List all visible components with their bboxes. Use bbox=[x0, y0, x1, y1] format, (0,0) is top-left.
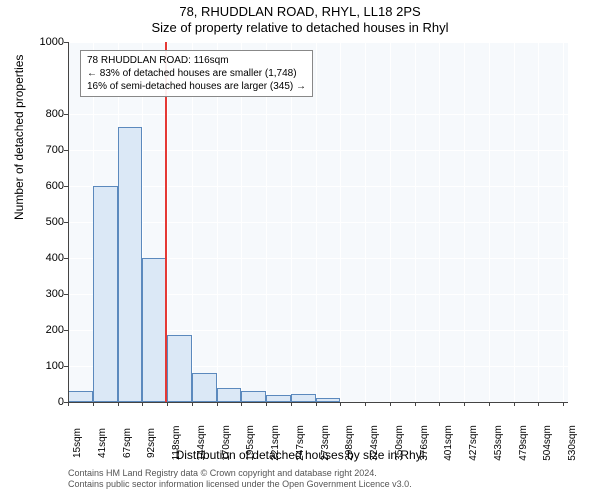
x-tick-mark bbox=[390, 402, 391, 406]
y-tick-label: 600 bbox=[34, 180, 64, 192]
attribution: Contains HM Land Registry data © Crown c… bbox=[68, 468, 412, 491]
x-tick-mark bbox=[489, 402, 490, 406]
y-tick-mark bbox=[64, 366, 68, 367]
y-tick-label: 400 bbox=[34, 252, 64, 264]
y-tick-mark bbox=[64, 330, 68, 331]
x-tick-label: 67sqm bbox=[122, 428, 133, 458]
x-tick-label: 504sqm bbox=[542, 425, 553, 461]
histogram-bar bbox=[68, 391, 93, 402]
x-tick-label: 298sqm bbox=[344, 425, 355, 461]
y-axis-label: Number of detached properties bbox=[12, 55, 26, 220]
x-tick-mark bbox=[365, 402, 366, 406]
x-tick-label: 118sqm bbox=[171, 426, 182, 461]
x-tick-label: 427sqm bbox=[468, 425, 479, 461]
x-tick-mark bbox=[142, 402, 143, 406]
x-tick-mark bbox=[266, 402, 267, 406]
x-tick-label: 273sqm bbox=[320, 425, 331, 461]
x-tick-label: 221sqm bbox=[270, 425, 281, 461]
x-tick-label: 170sqm bbox=[221, 425, 232, 461]
y-tick-mark bbox=[64, 186, 68, 187]
y-axis-line bbox=[68, 42, 69, 402]
x-tick-label: 479sqm bbox=[518, 425, 529, 461]
histogram-bar bbox=[192, 373, 217, 402]
x-tick-label: 453sqm bbox=[493, 425, 504, 461]
x-tick-label: 324sqm bbox=[369, 425, 380, 461]
annotation-line: 16% of semi-detached houses are larger (… bbox=[87, 80, 306, 93]
histogram-bar bbox=[291, 394, 316, 402]
x-tick-mark bbox=[514, 402, 515, 406]
attribution-line1: Contains HM Land Registry data © Crown c… bbox=[68, 468, 412, 479]
histogram-bar bbox=[142, 258, 167, 402]
grid-line-h bbox=[68, 114, 568, 115]
x-tick-label: 15sqm bbox=[72, 428, 83, 458]
plot-area: 78 RHUDDLAN ROAD: 116sqm← 83% of detache… bbox=[68, 42, 568, 402]
y-tick-mark bbox=[64, 42, 68, 43]
x-tick-mark bbox=[241, 402, 242, 406]
title-main: 78, RHUDDLAN ROAD, RHYL, LL18 2PS bbox=[0, 0, 600, 19]
y-tick-label: 700 bbox=[34, 144, 64, 156]
x-tick-label: 530sqm bbox=[567, 425, 578, 461]
x-tick-mark bbox=[291, 402, 292, 406]
histogram-bar bbox=[167, 335, 192, 402]
x-tick-mark bbox=[415, 402, 416, 406]
x-tick-label: 41sqm bbox=[97, 428, 108, 458]
x-tick-mark bbox=[439, 402, 440, 406]
y-tick-label: 800 bbox=[34, 108, 64, 120]
x-tick-mark bbox=[464, 402, 465, 406]
y-tick-mark bbox=[64, 294, 68, 295]
chart-container: 78, RHUDDLAN ROAD, RHYL, LL18 2PS Size o… bbox=[0, 0, 600, 500]
y-tick-label: 500 bbox=[34, 216, 64, 228]
grid-line-h bbox=[68, 42, 568, 43]
grid-line-h bbox=[68, 150, 568, 151]
histogram-bar bbox=[241, 391, 266, 402]
x-tick-mark bbox=[93, 402, 94, 406]
x-tick-mark bbox=[340, 402, 341, 406]
histogram-bar bbox=[93, 186, 118, 402]
annotation-line: ← 83% of detached houses are smaller (1,… bbox=[87, 67, 306, 80]
y-tick-label: 300 bbox=[34, 288, 64, 300]
histogram-bar bbox=[266, 395, 291, 402]
x-tick-mark bbox=[167, 402, 168, 406]
y-tick-mark bbox=[64, 114, 68, 115]
grid-line-h bbox=[68, 186, 568, 187]
y-tick-mark bbox=[64, 258, 68, 259]
y-tick-mark bbox=[64, 222, 68, 223]
x-tick-label: 195sqm bbox=[245, 425, 256, 461]
histogram-bar bbox=[118, 127, 142, 402]
y-tick-label: 0 bbox=[34, 396, 64, 408]
y-tick-label: 1000 bbox=[34, 36, 64, 48]
annotation-line: 78 RHUDDLAN ROAD: 116sqm bbox=[87, 54, 306, 67]
y-tick-label: 100 bbox=[34, 360, 64, 372]
attribution-line2: Contains public sector information licen… bbox=[68, 479, 412, 490]
x-tick-label: 247sqm bbox=[295, 425, 306, 461]
grid-line-h bbox=[68, 222, 568, 223]
x-tick-mark bbox=[118, 402, 119, 406]
annotation-box: 78 RHUDDLAN ROAD: 116sqm← 83% of detache… bbox=[80, 50, 313, 97]
x-tick-label: 144sqm bbox=[196, 425, 207, 461]
x-tick-mark bbox=[192, 402, 193, 406]
x-tick-mark bbox=[563, 402, 564, 406]
x-tick-mark bbox=[538, 402, 539, 406]
x-tick-label: 401sqm bbox=[443, 425, 454, 461]
x-tick-label: 92sqm bbox=[146, 428, 157, 458]
y-tick-label: 200 bbox=[34, 324, 64, 336]
y-tick-mark bbox=[64, 150, 68, 151]
title-sub: Size of property relative to detached ho… bbox=[0, 19, 600, 35]
x-tick-mark bbox=[316, 402, 317, 406]
x-tick-label: 376sqm bbox=[419, 425, 430, 461]
x-tick-label: 350sqm bbox=[394, 425, 405, 461]
x-tick-mark bbox=[68, 402, 69, 406]
histogram-bar bbox=[217, 388, 241, 402]
x-tick-mark bbox=[217, 402, 218, 406]
